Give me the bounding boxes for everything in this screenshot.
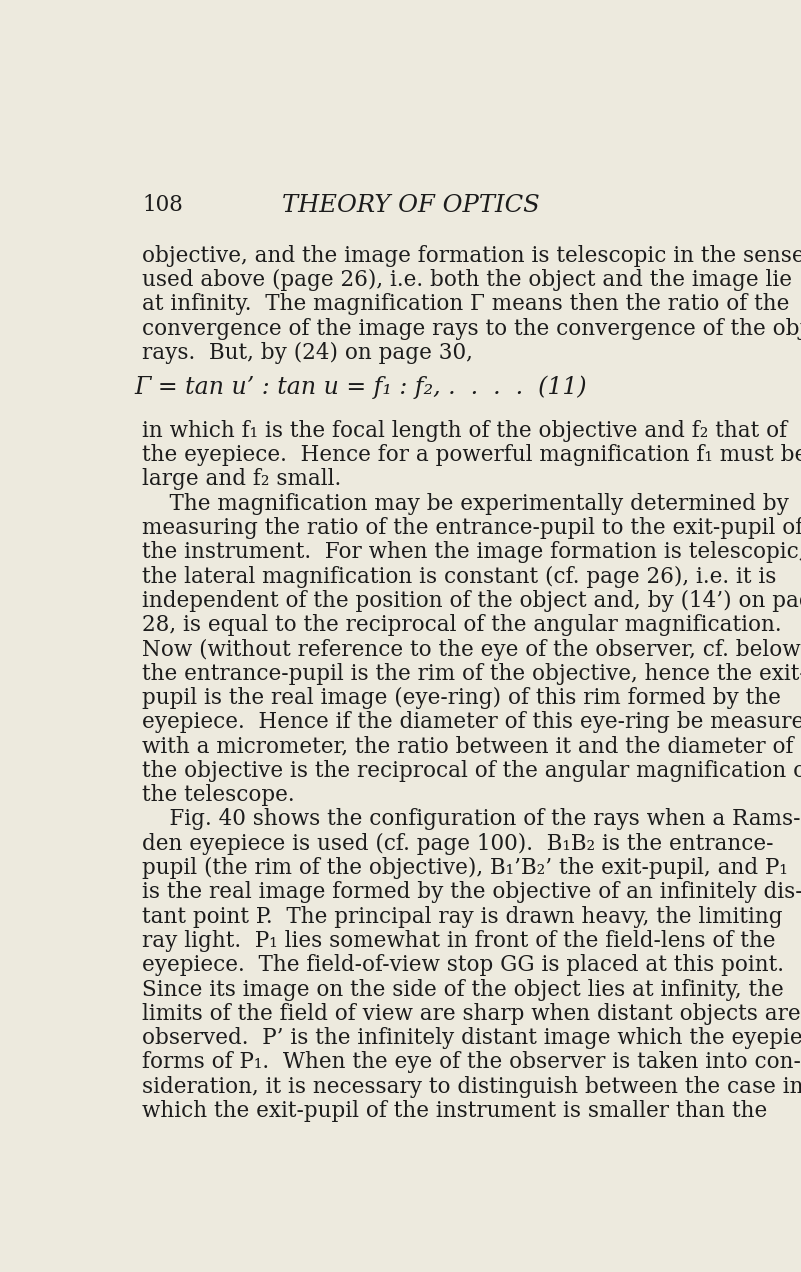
Text: eyepiece.  Hence if the diameter of this eye-ring be measured: eyepiece. Hence if the diameter of this …: [143, 711, 801, 734]
Text: observed.  P’ is the infinitely distant image which the eyepiece: observed. P’ is the infinitely distant i…: [143, 1027, 801, 1049]
Text: the lateral magnification is constant (cf. page 26), i.e. it is: the lateral magnification is constant (c…: [143, 566, 777, 588]
Text: Fig. 40 shows the configuration of the rays when a Rams-: Fig. 40 shows the configuration of the r…: [143, 809, 801, 831]
Text: large and f₂ small.: large and f₂ small.: [143, 468, 341, 491]
Text: the telescope.: the telescope.: [143, 784, 295, 806]
Text: 28, is equal to the reciprocal of the angular magnification.: 28, is equal to the reciprocal of the an…: [143, 614, 782, 636]
Text: in which f₁ is the focal length of the objective and f₂ that of: in which f₁ is the focal length of the o…: [143, 420, 787, 441]
Text: tant point P.  The principal ray is drawn heavy, the limiting: tant point P. The principal ray is drawn…: [143, 906, 783, 927]
Text: the entrance-pupil is the rim of the objective, hence the exit-: the entrance-pupil is the rim of the obj…: [143, 663, 801, 684]
Text: independent of the position of the object and, by (14’) on page: independent of the position of the objec…: [143, 590, 801, 612]
Text: Since its image on the side of the object lies at infinity, the: Since its image on the side of the objec…: [143, 978, 784, 1001]
Text: pupil is the real image (eye-ring) of this rim formed by the: pupil is the real image (eye-ring) of th…: [143, 687, 781, 709]
Text: is the real image formed by the objective of an infinitely dis-: is the real image formed by the objectiv…: [143, 881, 801, 903]
Text: eyepiece.  The field-of-view stop GG is placed at this point.: eyepiece. The field-of-view stop GG is p…: [143, 954, 784, 976]
Text: The magnification may be experimentally determined by: The magnification may be experimentally …: [143, 492, 789, 515]
Text: ray light.  P₁ lies somewhat in front of the field-lens of the: ray light. P₁ lies somewhat in front of …: [143, 930, 776, 951]
Text: rays.  But, by (24) on page 30,: rays. But, by (24) on page 30,: [143, 342, 473, 364]
Text: the eyepiece.  Hence for a powerful magnification f₁ must be: the eyepiece. Hence for a powerful magni…: [143, 444, 801, 466]
Text: which the exit-pupil of the instrument is smaller than the: which the exit-pupil of the instrument i…: [143, 1100, 767, 1122]
Text: Γ = tan u’ : tan u = f₁ : f₂, .  .  .  .  (11): Γ = tan u’ : tan u = f₁ : f₂, . . . . (1…: [135, 377, 587, 399]
Text: the instrument.  For when the image formation is telescopic,: the instrument. For when the image forma…: [143, 542, 801, 563]
Text: THEORY OF OPTICS: THEORY OF OPTICS: [282, 193, 539, 216]
Text: measuring the ratio of the entrance-pupil to the exit-pupil of: measuring the ratio of the entrance-pupi…: [143, 516, 801, 539]
Text: 108: 108: [143, 193, 183, 216]
Text: with a micrometer, the ratio between it and the diameter of: with a micrometer, the ratio between it …: [143, 735, 794, 758]
Text: the objective is the reciprocal of the angular magnification of: the objective is the reciprocal of the a…: [143, 759, 801, 782]
Text: used above (page 26), i.e. both the object and the image lie: used above (page 26), i.e. both the obje…: [143, 268, 792, 291]
Text: Now (without reference to the eye of the observer, cf. below): Now (without reference to the eye of the…: [143, 639, 801, 660]
Text: limits of the field of view are sharp when distant objects are: limits of the field of view are sharp wh…: [143, 1002, 801, 1025]
Text: den eyepiece is used (cf. page 100).  B₁B₂ is the entrance-: den eyepiece is used (cf. page 100). B₁B…: [143, 833, 774, 855]
Text: objective, and the image formation is telescopic in the sense: objective, and the image formation is te…: [143, 244, 801, 267]
Text: sideration, it is necessary to distinguish between the case in: sideration, it is necessary to distingui…: [143, 1076, 801, 1098]
Text: at infinity.  The magnification Γ means then the ratio of the: at infinity. The magnification Γ means t…: [143, 294, 790, 315]
Text: forms of P₁.  When the eye of the observer is taken into con-: forms of P₁. When the eye of the observe…: [143, 1052, 801, 1074]
Text: convergence of the image rays to the convergence of the object: convergence of the image rays to the con…: [143, 318, 801, 340]
Text: pupil (the rim of the objective), B₁’B₂’ the exit-pupil, and P₁: pupil (the rim of the objective), B₁’B₂’…: [143, 857, 788, 879]
